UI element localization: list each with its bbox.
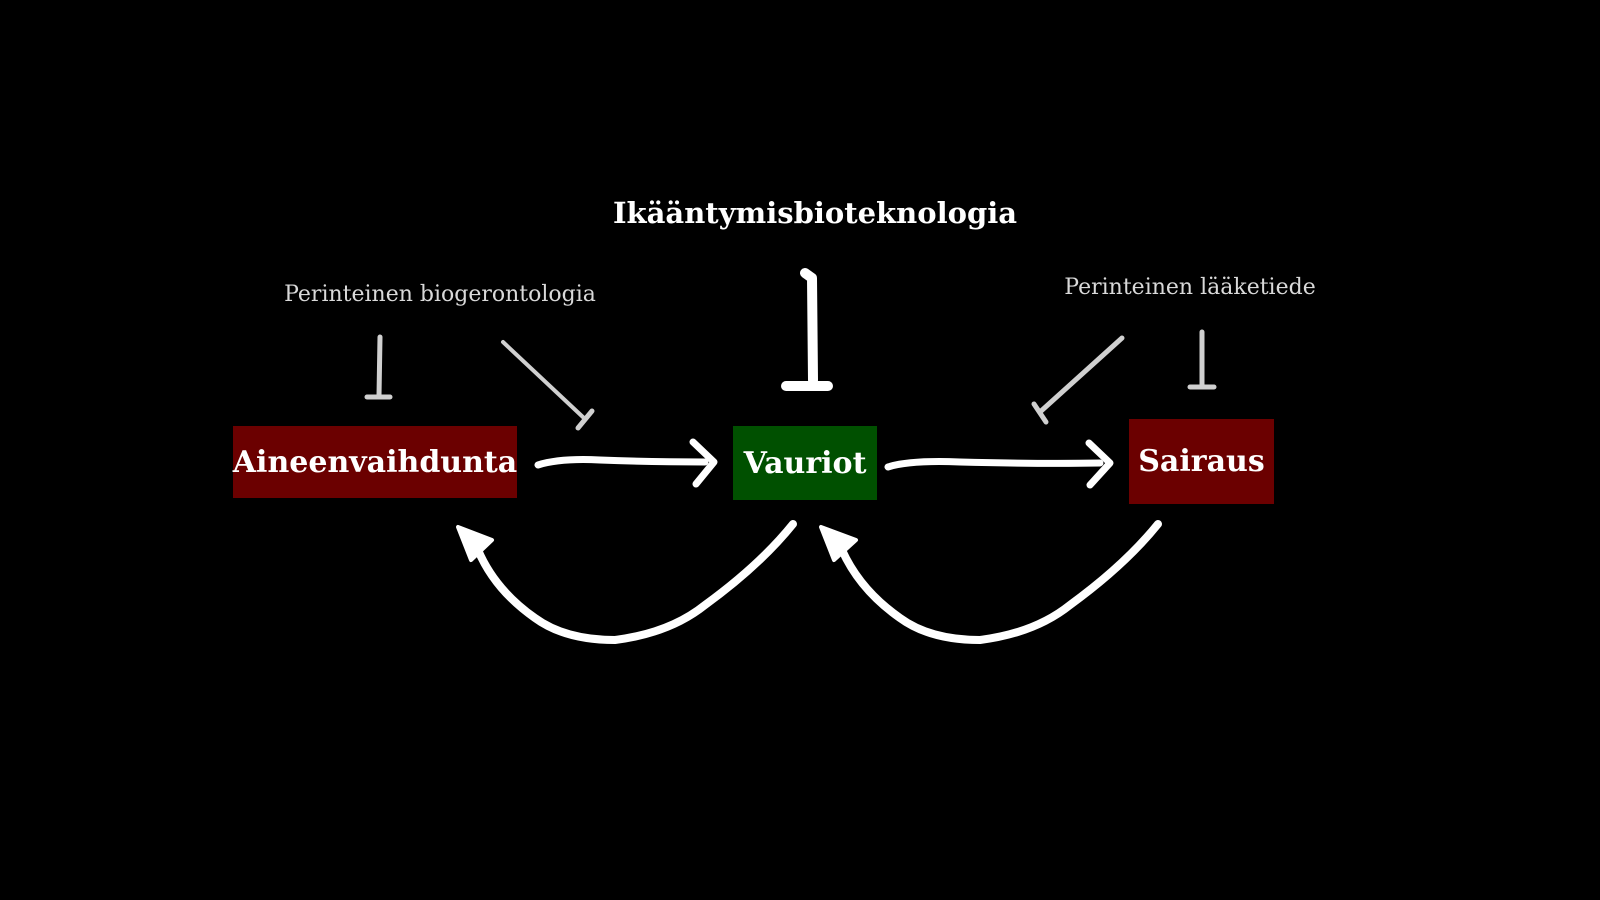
biogerontology-label: Perinteinen biogerontologia bbox=[284, 282, 596, 307]
inhibitor-biogerontology-to-damage bbox=[501, 340, 595, 431]
node-metabolism: Aineenvaihdunta bbox=[233, 426, 517, 498]
node-damage: Vauriot bbox=[733, 426, 877, 500]
inhibitor-medicine-to-disease bbox=[1187, 329, 1217, 390]
feedback-arrow-damage-to-metabolism bbox=[456, 520, 797, 645]
node-metabolism-label: Aineenvaihdunta bbox=[232, 444, 518, 480]
node-disease-label: Sairaus bbox=[1138, 444, 1265, 479]
inhibitor-biogerontology-to-metabolism bbox=[364, 334, 393, 400]
arrow-damage-to-disease bbox=[884, 439, 1114, 489]
inhibitor-biotech-to-damage bbox=[781, 268, 833, 391]
node-damage-label: Vauriot bbox=[743, 445, 867, 481]
inhibitor-medicine-to-damage bbox=[1031, 335, 1125, 425]
medicine-label: Perinteinen lääketiede bbox=[1064, 275, 1316, 300]
arrow-metabolism-to-damage bbox=[534, 438, 718, 488]
biotech-label: Ikääntymisbioteknologia bbox=[612, 196, 1018, 230]
feedback-arrow-disease-to-damage bbox=[819, 520, 1162, 645]
node-disease: Sairaus bbox=[1129, 419, 1274, 504]
